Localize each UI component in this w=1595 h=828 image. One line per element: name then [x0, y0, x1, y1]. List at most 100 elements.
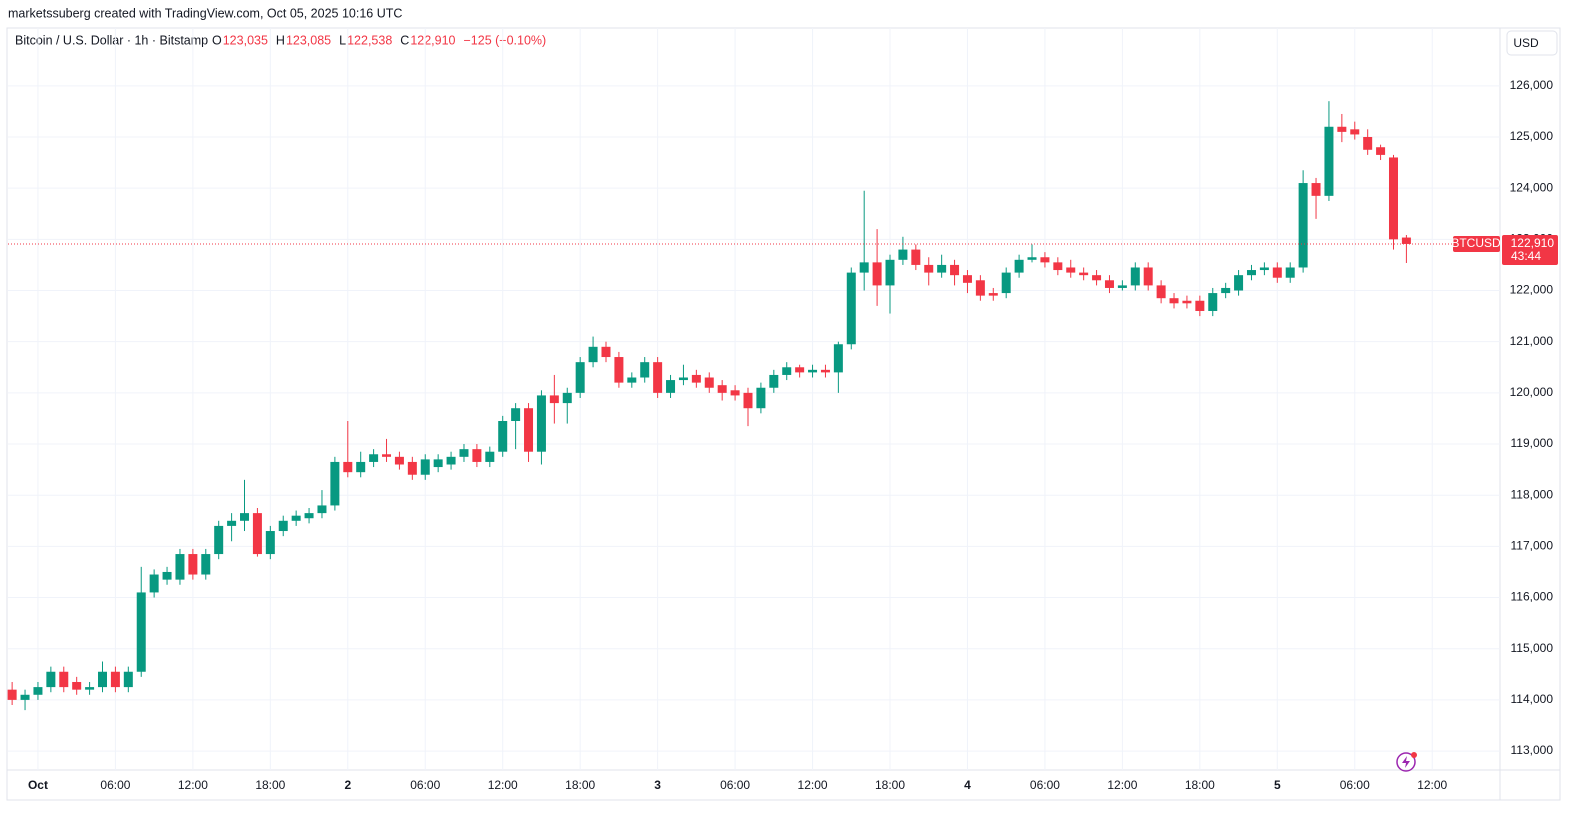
- candle-body: [1143, 267, 1153, 286]
- candle-body: [562, 392, 572, 404]
- watermark-title: marketssuberg created with TradingView.c…: [8, 6, 402, 20]
- candle-body: [278, 520, 288, 532]
- y-tick-label: 115,000: [1511, 641, 1554, 655]
- candle-body: [1130, 267, 1140, 286]
- x-tick-label: 3: [654, 778, 661, 792]
- candle-body: [394, 456, 404, 465]
- candle-body: [898, 249, 908, 260]
- candle-body: [59, 671, 69, 688]
- price-tag: 122,910: [1511, 236, 1555, 250]
- candle-body: [356, 461, 366, 473]
- y-tick-label: 121,000: [1510, 334, 1554, 348]
- legend-value: 122,910: [410, 33, 455, 47]
- candle-body: [188, 554, 198, 575]
- candle-body: [498, 421, 508, 452]
- candle-body: [614, 357, 624, 383]
- candle-body: [1195, 300, 1205, 311]
- candle-body: [317, 505, 327, 514]
- candle-body: [330, 461, 340, 506]
- candles: [7, 101, 1411, 711]
- candle-body: [511, 408, 521, 422]
- currency-label[interactable]: USD: [1513, 36, 1539, 50]
- candle-body: [459, 449, 469, 457]
- candle-body: [1169, 298, 1179, 304]
- y-tick-label: 119,000: [1511, 436, 1554, 450]
- candle-body: [885, 259, 895, 286]
- candle-body: [433, 459, 443, 468]
- y-tick-label: 118,000: [1511, 487, 1554, 501]
- candle-body: [1234, 275, 1244, 291]
- candle-body: [975, 280, 985, 296]
- candle-body: [666, 380, 676, 393]
- legend-value: 123,035: [223, 33, 268, 47]
- candle-body: [20, 694, 30, 700]
- x-tick-label: 18:00: [565, 778, 595, 792]
- candle-body: [1350, 129, 1360, 135]
- candle-body: [485, 451, 495, 462]
- candle-body: [227, 520, 237, 526]
- candle-body: [717, 385, 727, 393]
- candle-body: [407, 461, 417, 475]
- candle-body: [1027, 257, 1037, 260]
- candle-body: [1311, 183, 1321, 196]
- candle-body: [1285, 267, 1295, 278]
- y-tick-label: 125,000: [1510, 129, 1554, 143]
- candle-body: [33, 687, 43, 695]
- candle-body: [1259, 267, 1269, 271]
- candle-body: [1066, 267, 1076, 273]
- candle-body: [730, 390, 740, 396]
- candle-body: [743, 392, 753, 409]
- legend-key: C: [400, 33, 409, 47]
- symbol-name: Bitcoin / U.S. Dollar · 1h · Bitstamp: [15, 33, 208, 47]
- x-tick-label: 12:00: [798, 778, 828, 792]
- candle-body: [265, 531, 275, 555]
- candle-body: [833, 344, 843, 373]
- y-tick-label: 117,000: [1511, 539, 1554, 553]
- logo-bolt: [1402, 756, 1410, 768]
- logo-dot: [1411, 752, 1417, 758]
- candle-body: [627, 377, 637, 383]
- candle-body: [46, 671, 56, 688]
- candle-body: [756, 387, 766, 409]
- legend-value: −125 (−0.10%): [464, 33, 547, 47]
- candle-body: [201, 554, 211, 575]
- legend-value: 122,538: [347, 33, 392, 47]
- y-tick-label: 120,000: [1510, 385, 1554, 399]
- candle-body: [1388, 157, 1398, 240]
- y-tick-label: 116,000: [1511, 590, 1554, 604]
- candle-body: [304, 513, 314, 519]
- candle-body: [382, 454, 392, 457]
- candle-body: [653, 362, 663, 393]
- x-tick-label: 12:00: [1417, 778, 1447, 792]
- candle-body: [420, 459, 430, 475]
- candle-body: [1092, 275, 1102, 281]
- candle-body: [291, 515, 301, 521]
- candle-body: [343, 461, 353, 473]
- x-tick-label: 12:00: [1107, 778, 1137, 792]
- candle-body: [1324, 126, 1334, 196]
- candle-body: [72, 681, 82, 690]
- candle-body: [549, 395, 559, 404]
- candle-body: [769, 374, 779, 388]
- candle-body: [678, 377, 688, 381]
- candle-body: [1401, 237, 1411, 244]
- y-tick-label: 122,000: [1510, 283, 1554, 297]
- x-tick-label: 18:00: [875, 778, 905, 792]
- x-tick-label: 06:00: [1030, 778, 1060, 792]
- symbol-tag-bg: [1453, 235, 1500, 252]
- x-tick-label: 12:00: [178, 778, 208, 792]
- candle-body: [98, 671, 108, 688]
- x-tick-label: 18:00: [1185, 778, 1215, 792]
- candle-body: [536, 395, 546, 452]
- candle-body: [924, 264, 934, 273]
- candle-body: [446, 456, 456, 465]
- candle-body: [872, 262, 882, 286]
- candle-body: [136, 592, 146, 672]
- symbol-tag: BTCUSD: [1451, 236, 1501, 250]
- ohlc-legend: O 123,035 H 123,085 L 122,538 C 122,910 −125 (−0…: [212, 33, 546, 47]
- candle-body: [1298, 183, 1308, 268]
- currency-button[interactable]: [1506, 30, 1558, 56]
- candle-body: [214, 525, 224, 555]
- legend-value: 123,085: [286, 33, 331, 47]
- legend-key: O: [212, 33, 222, 47]
